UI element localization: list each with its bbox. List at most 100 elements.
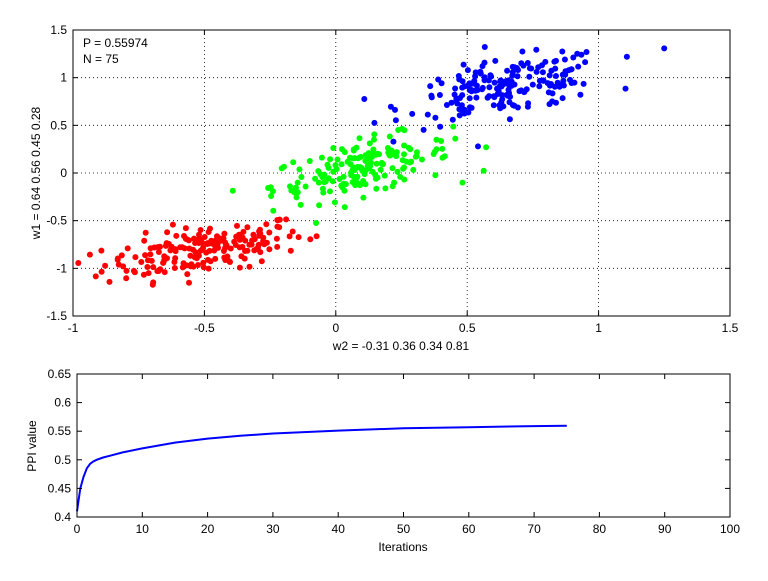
scatter-point	[164, 229, 171, 236]
scatter-point	[413, 153, 420, 160]
scatter-point	[295, 234, 302, 241]
scatter-point	[379, 161, 386, 168]
scatter-point	[192, 249, 199, 256]
scatter-point	[142, 252, 149, 259]
line-x-tick-label: 10	[136, 522, 150, 536]
scatter-point	[427, 83, 434, 90]
scatter-point	[274, 243, 281, 250]
scatter-point	[224, 253, 231, 260]
scatter-x-tick-label: -1	[68, 321, 79, 335]
scatter-point	[212, 255, 219, 262]
line-y-tick-label: 0.65	[48, 367, 72, 381]
scatter-point	[486, 84, 493, 91]
scatter-point	[431, 148, 438, 155]
scatter-point	[524, 60, 531, 66]
ppi-line	[76, 424, 567, 512]
scatter-point	[382, 185, 389, 192]
scatter-point	[163, 240, 170, 247]
scatter-point	[281, 163, 287, 170]
scatter-point	[514, 73, 521, 80]
scatter-point	[401, 127, 408, 134]
scatter-point	[333, 166, 340, 173]
scatter-point	[475, 143, 481, 150]
scatter-point	[348, 172, 355, 179]
scatter-point	[459, 179, 466, 186]
scatter-point	[401, 142, 408, 149]
scatter-point	[392, 117, 399, 124]
annotation-p-value: P = 0.55974	[83, 36, 148, 50]
scatter-point	[302, 183, 309, 190]
scatter-point	[204, 256, 211, 263]
scatter-point	[371, 119, 378, 126]
line-x-tick-label: 20	[201, 522, 215, 536]
scatter-point	[511, 64, 518, 71]
line-y-tick-label: 0.4	[54, 510, 71, 524]
scatter-point	[200, 264, 207, 271]
scatter-point	[369, 168, 376, 175]
scatter-point	[372, 175, 379, 182]
scatter-point	[540, 77, 547, 84]
scatter-point	[471, 77, 478, 84]
scatter-point	[536, 83, 543, 90]
scatter-point	[580, 80, 587, 87]
line-x-tick-label: 50	[397, 522, 411, 536]
scatter-point	[365, 165, 372, 172]
scatter-point	[524, 103, 531, 110]
scatter-point	[86, 251, 93, 258]
scatter-point	[161, 257, 168, 264]
scatter-point	[319, 174, 326, 181]
scatter-point	[387, 103, 394, 110]
scatter-point	[244, 224, 251, 231]
scatter-point	[286, 233, 293, 240]
scatter-x-tick-label: 0.5	[459, 321, 476, 335]
scatter-point	[392, 106, 398, 113]
scatter-point	[568, 66, 575, 73]
scatter-point	[519, 48, 526, 55]
scatter-point	[361, 96, 368, 102]
scatter-point	[327, 156, 334, 163]
scatter-point	[182, 235, 189, 242]
scatter-point	[622, 85, 629, 92]
scatter-point	[75, 260, 82, 266]
scatter-point	[468, 104, 475, 111]
scatter-point	[316, 202, 323, 209]
scatter-point	[401, 176, 408, 183]
scatter-point	[456, 76, 463, 83]
scatter-point	[298, 174, 305, 180]
scatter-point	[492, 57, 499, 64]
scatter-point	[583, 49, 590, 55]
scatter-point	[661, 45, 668, 52]
scatter-point	[266, 246, 273, 253]
line-axes: 0 10 20 30 40 50 60 70 80 90 100 0.4 0.45 0.5 0.55 0.6 0…	[25, 367, 740, 554]
scatter-point	[461, 106, 468, 113]
scatter-point	[331, 199, 338, 206]
scatter-x-tick-label: 0	[332, 321, 339, 335]
scatter-point	[509, 69, 516, 76]
scatter-point	[198, 236, 204, 243]
scatter-point	[481, 44, 488, 50]
scatter-x-tick-label: -0.5	[194, 321, 215, 335]
scatter-point	[330, 145, 337, 151]
scatter-point	[452, 85, 459, 92]
scatter-point	[518, 60, 525, 67]
scatter-point	[173, 232, 180, 239]
scatter-point	[200, 244, 207, 251]
scatter-point	[456, 112, 463, 119]
scatter-point	[263, 221, 270, 228]
scatter-point	[142, 229, 149, 236]
line-y-tick-label: 0.55	[48, 424, 72, 438]
scatter-point	[273, 235, 280, 242]
scatter-point	[200, 259, 207, 266]
scatter-point	[211, 242, 218, 249]
scatter-point	[197, 227, 204, 233]
scatter-point	[508, 82, 515, 89]
scatter-y-label: w1 = 0.64 0.56 0.45 0.28	[29, 106, 43, 240]
scatter-point	[344, 158, 351, 165]
scatter-axes: -1 -0.5 0 0.5 1 1.5-1.5-1-0.500.511.5 P = 0.5…	[29, 23, 739, 353]
scatter-point	[242, 237, 249, 244]
line-ticks: 0 10 20 30 40 50 60 70 80 90 100 0.4 0.45 0.5 0.55 0.6 0…	[48, 367, 741, 536]
scatter-point	[503, 78, 510, 85]
scatter-point	[523, 86, 530, 93]
scatter-point	[466, 95, 473, 102]
scatter-point	[409, 110, 416, 117]
